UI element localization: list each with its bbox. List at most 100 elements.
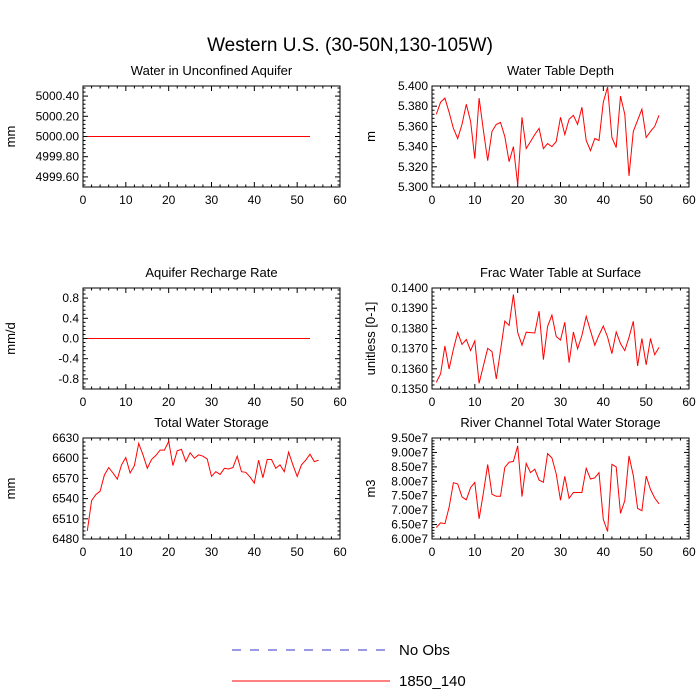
series-line bbox=[435, 294, 660, 384]
x-tick-label: 50 bbox=[290, 395, 304, 409]
y-tick-label: 9.00e7 bbox=[391, 445, 428, 459]
y-tick-label: 5.380 bbox=[398, 99, 428, 113]
x-tick-label: 30 bbox=[554, 193, 568, 207]
y-tick-label: 0.1400 bbox=[391, 281, 428, 295]
y-tick-label: 0.8 bbox=[62, 291, 79, 305]
x-tick-label: 40 bbox=[597, 193, 611, 207]
x-tick-label: 10 bbox=[119, 545, 133, 559]
y-tick-label: 8.00e7 bbox=[391, 474, 428, 488]
x-tick-label: 20 bbox=[162, 545, 176, 559]
y-tick-label: 5.300 bbox=[398, 180, 428, 194]
y-tick-label: 5.400 bbox=[398, 79, 428, 93]
x-tick-label: 60 bbox=[682, 395, 696, 409]
y-axis-label: mm bbox=[3, 126, 18, 148]
chart-panel-2: 0 10 20 30 40 50 60 5.300 5.320 5.340 5.360 5.380 5.… bbox=[363, 63, 696, 207]
y-tick-label: 0.1360 bbox=[391, 362, 428, 376]
panel-title: Water Table Depth bbox=[507, 63, 614, 78]
x-tick-label: 60 bbox=[333, 395, 347, 409]
x-tick-label: 30 bbox=[205, 395, 219, 409]
y-tick-label: -0.4 bbox=[58, 352, 79, 366]
panel-title: Total Water Storage bbox=[154, 415, 268, 430]
y-tick-label: 6.00e7 bbox=[391, 532, 428, 546]
y-tick-label: 9.50e7 bbox=[391, 431, 428, 445]
x-tick-label: 20 bbox=[511, 545, 525, 559]
x-tick-label: 20 bbox=[511, 193, 525, 207]
x-tick-label: 30 bbox=[205, 545, 219, 559]
plot-frame bbox=[82, 437, 341, 540]
y-tick-label: 0.0 bbox=[62, 332, 79, 346]
chart-panel-4: 0 10 20 30 40 50 60 0.1350 0.1360 0.1370 0.1380 0.1… bbox=[363, 265, 696, 409]
y-tick-label: 5000.00 bbox=[36, 130, 80, 144]
y-tick-label: 4999.80 bbox=[36, 150, 80, 164]
y-tick-label: 5.320 bbox=[398, 160, 428, 174]
y-tick-label: 6.50e7 bbox=[391, 518, 428, 532]
y-tick-label: 0.1380 bbox=[391, 321, 428, 335]
panel-title: Water in Unconfined Aquifer bbox=[131, 63, 293, 78]
y-tick-label: 6570 bbox=[52, 471, 79, 485]
y-axis-label: m bbox=[363, 131, 378, 142]
y-axis-label: m3 bbox=[363, 479, 378, 497]
x-tick-label: 40 bbox=[248, 545, 262, 559]
x-tick-label: 20 bbox=[511, 395, 525, 409]
legend-label-1: No Obs bbox=[399, 642, 450, 659]
x-tick-label: 50 bbox=[639, 545, 653, 559]
x-tick-label: 0 bbox=[429, 545, 436, 559]
x-tick-label: 0 bbox=[429, 395, 436, 409]
y-tick-label: 7.50e7 bbox=[391, 489, 428, 503]
y-tick-label: 5.360 bbox=[398, 119, 428, 133]
y-tick-label: 0.1370 bbox=[391, 342, 428, 356]
chart-panel-1: 0 10 20 30 40 50 60 4999.60 4999.80 5000.00 5000.2… bbox=[3, 63, 347, 207]
x-tick-label: 50 bbox=[639, 193, 653, 207]
series-line bbox=[435, 445, 660, 532]
plot-frame bbox=[431, 85, 690, 188]
y-tick-label: 5000.20 bbox=[36, 109, 80, 123]
legend: No Obs 1850_140 bbox=[232, 642, 466, 690]
y-tick-label: 0.4 bbox=[62, 311, 79, 325]
x-tick-label: 60 bbox=[682, 545, 696, 559]
y-tick-label: 4999.60 bbox=[36, 170, 80, 184]
x-tick-label: 10 bbox=[119, 193, 133, 207]
x-tick-label: 60 bbox=[333, 545, 347, 559]
y-tick-label: 6540 bbox=[52, 492, 79, 506]
x-tick-label: 0 bbox=[80, 395, 87, 409]
y-tick-label: 8.50e7 bbox=[391, 460, 428, 474]
x-tick-label: 0 bbox=[429, 193, 436, 207]
y-tick-label: 7.00e7 bbox=[391, 503, 428, 517]
x-tick-label: 30 bbox=[205, 193, 219, 207]
panel-title: River Channel Total Water Storage bbox=[460, 415, 660, 430]
chart-panels: 0 10 20 30 40 50 604999.604999.805000.005000.2… bbox=[3, 63, 696, 559]
legend-label-2: 1850_140 bbox=[399, 673, 466, 690]
x-tick-label: 60 bbox=[682, 193, 696, 207]
x-tick-label: 30 bbox=[554, 395, 568, 409]
y-tick-label: 6480 bbox=[52, 532, 79, 546]
x-tick-label: 40 bbox=[248, 193, 262, 207]
x-tick-label: 10 bbox=[468, 545, 482, 559]
panel-title: Aquifer Recharge Rate bbox=[145, 265, 277, 280]
x-tick-label: 10 bbox=[119, 395, 133, 409]
x-tick-label: 50 bbox=[290, 545, 304, 559]
y-tick-label: 5000.40 bbox=[36, 89, 80, 103]
x-tick-label: 40 bbox=[597, 545, 611, 559]
y-tick-label: 0.1390 bbox=[391, 301, 428, 315]
figure-title: Western U.S. (30-50N,130-105W) bbox=[207, 35, 493, 56]
x-tick-label: 40 bbox=[597, 395, 611, 409]
x-tick-label: 0 bbox=[80, 545, 87, 559]
x-tick-label: 30 bbox=[554, 545, 568, 559]
y-tick-label: 6600 bbox=[52, 451, 79, 465]
x-tick-label: 0 bbox=[80, 193, 87, 207]
y-axis-label: unitless [0-1] bbox=[363, 302, 378, 376]
x-tick-label: 40 bbox=[248, 395, 262, 409]
y-tick-label: 6510 bbox=[52, 512, 79, 526]
chart-panel-6: 0 10 20 30 40 50 60 6.00e76.50e77.00e77.50e78.0… bbox=[363, 415, 696, 559]
y-tick-label: 5.340 bbox=[398, 140, 428, 154]
x-tick-label: 10 bbox=[468, 193, 482, 207]
x-tick-label: 20 bbox=[162, 395, 176, 409]
x-tick-label: 20 bbox=[162, 193, 176, 207]
y-axis-label: mm/d bbox=[3, 322, 18, 355]
series-line bbox=[435, 86, 660, 186]
panel-title: Frac Water Table at Surface bbox=[480, 265, 641, 280]
x-tick-label: 60 bbox=[333, 193, 347, 207]
chart-panel-3: 0 10 20 30 40 50 60 -0.8 -0.4 0.0 0.4 0.8 Aquifer Re… bbox=[3, 265, 347, 409]
chart-panel-5: 0 10 20 30 40 50 60 6480 6510 6540 6570 6600 6630 Tot… bbox=[3, 415, 347, 559]
